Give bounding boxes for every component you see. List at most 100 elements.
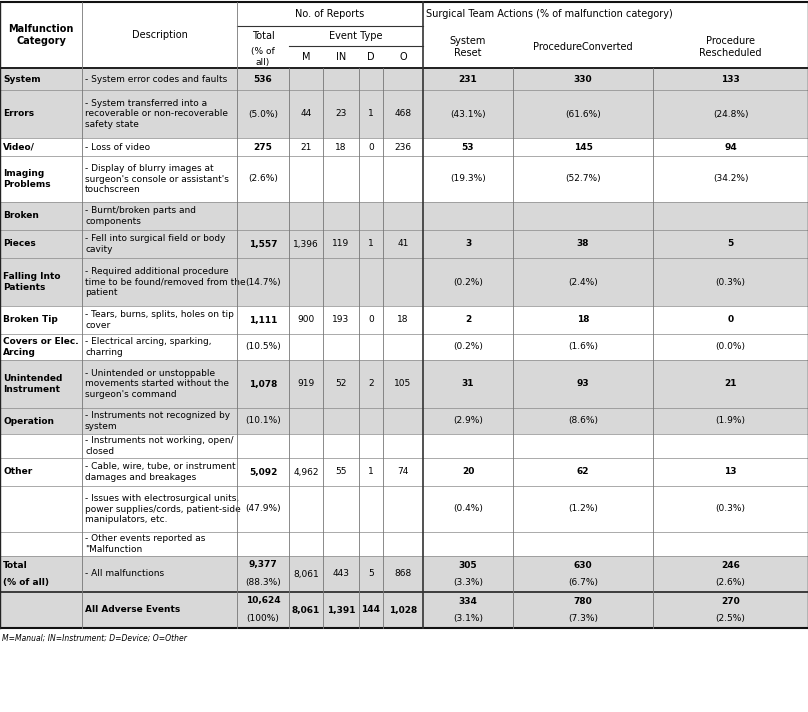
- Text: 193: 193: [332, 315, 350, 325]
- Text: - All malfunctions: - All malfunctions: [85, 570, 164, 578]
- Text: - Issues with electrosurgical units,
power supplies/cords, patient-side
manipula: - Issues with electrosurgical units, pow…: [85, 494, 241, 524]
- Text: 20: 20: [462, 468, 474, 476]
- Text: 305: 305: [459, 560, 478, 570]
- Text: 94: 94: [724, 142, 737, 152]
- Text: M=Manual; IN=Instrument; D=Device; O=Other: M=Manual; IN=Instrument; D=Device; O=Oth…: [2, 634, 187, 643]
- Text: (61.6%): (61.6%): [565, 110, 601, 118]
- Bar: [0, 434, 808, 458]
- Text: O: O: [399, 52, 406, 62]
- Text: - Fell into surgical field or body
cavity: - Fell into surgical field or body cavit…: [85, 234, 225, 253]
- Text: 468: 468: [394, 110, 411, 118]
- Bar: [0, 486, 808, 532]
- Text: (19.3%): (19.3%): [450, 174, 486, 184]
- Text: (10.1%): (10.1%): [245, 417, 281, 426]
- Text: (14.7%): (14.7%): [245, 278, 281, 286]
- Text: (% of all): (% of all): [3, 578, 49, 587]
- Text: 275: 275: [254, 142, 272, 152]
- Text: (24.8%): (24.8%): [713, 110, 748, 118]
- Text: 1,028: 1,028: [389, 605, 417, 614]
- Text: (47.9%): (47.9%): [245, 505, 281, 513]
- Text: (0.3%): (0.3%): [716, 505, 746, 513]
- Text: Video/: Video/: [3, 142, 35, 152]
- Text: (8.6%): (8.6%): [568, 417, 598, 426]
- Bar: [0, 258, 808, 306]
- Bar: [0, 2, 808, 68]
- Text: (6.7%): (6.7%): [568, 578, 598, 587]
- Text: 270: 270: [721, 597, 740, 605]
- Text: - System transferred into a
recoverable or non-recoverable
safety state: - System transferred into a recoverable …: [85, 99, 228, 129]
- Text: (10.5%): (10.5%): [245, 342, 281, 352]
- Text: IN: IN: [336, 52, 346, 62]
- Text: 0: 0: [727, 315, 734, 325]
- Text: (7.3%): (7.3%): [568, 614, 598, 624]
- Text: - Display of blurry images at
surgeon's console or assistant's
touchscreen: - Display of blurry images at surgeon's …: [85, 164, 229, 194]
- Text: 246: 246: [721, 560, 740, 570]
- Text: Other: Other: [3, 468, 32, 476]
- Text: (34.2%): (34.2%): [713, 174, 748, 184]
- Text: (2.9%): (2.9%): [453, 417, 483, 426]
- Text: 334: 334: [459, 597, 478, 605]
- Text: Broken: Broken: [3, 211, 39, 221]
- Text: 9,377: 9,377: [249, 560, 277, 570]
- Text: 1,557: 1,557: [249, 239, 277, 248]
- Text: 2: 2: [368, 379, 374, 389]
- Text: - Other events reported as
"Malfunction: - Other events reported as "Malfunction: [85, 534, 205, 554]
- Text: - Burnt/broken parts and
components: - Burnt/broken parts and components: [85, 206, 196, 226]
- Text: 1: 1: [368, 239, 374, 248]
- Text: 145: 145: [574, 142, 592, 152]
- Text: Total: Total: [3, 560, 27, 570]
- Text: (3.1%): (3.1%): [453, 614, 483, 624]
- Text: 5,092: 5,092: [249, 468, 277, 476]
- Text: 0: 0: [368, 142, 374, 152]
- Text: (2.4%): (2.4%): [568, 278, 598, 286]
- Text: 41: 41: [398, 239, 409, 248]
- Text: 31: 31: [461, 379, 474, 389]
- Text: 900: 900: [297, 315, 314, 325]
- Text: 74: 74: [398, 468, 409, 476]
- Text: 0: 0: [368, 315, 374, 325]
- Bar: [0, 68, 808, 90]
- Text: - Loss of video: - Loss of video: [85, 142, 150, 152]
- Text: Procedure
Rescheduled: Procedure Rescheduled: [699, 36, 762, 58]
- Text: - Unintended or unstoppable
movements started without the
surgeon's command: - Unintended or unstoppable movements st…: [85, 369, 229, 399]
- Text: 18: 18: [398, 315, 409, 325]
- Text: - Required additional procedure
time to be found/removed from the
patient: - Required additional procedure time to …: [85, 267, 246, 297]
- Bar: [0, 408, 808, 434]
- Text: Operation: Operation: [3, 417, 54, 426]
- Text: (0.2%): (0.2%): [453, 278, 483, 286]
- Bar: [0, 556, 808, 592]
- Text: 23: 23: [335, 110, 347, 118]
- Text: 21: 21: [301, 142, 312, 152]
- Text: 119: 119: [332, 239, 350, 248]
- Text: M: M: [301, 52, 310, 62]
- Text: 18: 18: [577, 315, 589, 325]
- Text: 93: 93: [577, 379, 589, 389]
- Text: 133: 133: [721, 75, 740, 83]
- Text: 53: 53: [461, 142, 474, 152]
- Bar: [0, 156, 808, 202]
- Text: 1,078: 1,078: [249, 379, 277, 389]
- Bar: [0, 458, 808, 486]
- Text: 1: 1: [368, 468, 374, 476]
- Text: 536: 536: [254, 75, 272, 83]
- Text: Pieces: Pieces: [3, 239, 36, 248]
- Text: Total: Total: [251, 31, 275, 41]
- Text: Falling Into
Patients: Falling Into Patients: [3, 272, 61, 292]
- Text: 5: 5: [727, 239, 734, 248]
- Bar: [0, 360, 808, 408]
- Text: (43.1%): (43.1%): [450, 110, 486, 118]
- Bar: [0, 90, 808, 138]
- Text: (0.2%): (0.2%): [453, 342, 483, 352]
- Text: Event Type: Event Type: [329, 31, 383, 41]
- Text: (88.3%): (88.3%): [245, 578, 281, 587]
- Text: 13: 13: [724, 468, 737, 476]
- Text: - System error codes and faults: - System error codes and faults: [85, 75, 227, 83]
- Text: 868: 868: [394, 570, 411, 578]
- Text: Covers or Elec.
Arcing: Covers or Elec. Arcing: [3, 337, 78, 357]
- Text: 52: 52: [335, 379, 347, 389]
- Text: No. of Reports: No. of Reports: [296, 9, 364, 19]
- Text: (2.5%): (2.5%): [716, 614, 746, 624]
- Text: (1.9%): (1.9%): [716, 417, 746, 426]
- Text: 62: 62: [577, 468, 589, 476]
- Bar: [0, 306, 808, 334]
